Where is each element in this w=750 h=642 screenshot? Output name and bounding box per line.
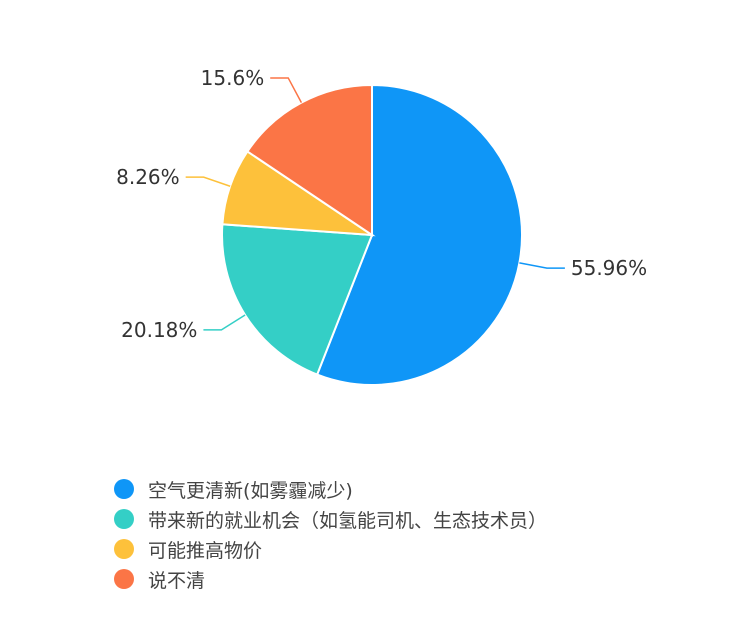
leader-line-3 [270,77,303,104]
pie-slice-3[interactable] [246,83,373,237]
legend-dot-0 [114,479,134,499]
data-label-2: 8.26% [116,165,180,189]
leader-line-2 [185,176,231,187]
legend-item[interactable]: 说不清 [114,564,547,594]
legend-label: 空气更清新(如雾霾减少) [148,479,353,502]
legend-item[interactable]: 可能推高物价 [114,534,547,564]
pie-slice-1[interactable] [221,223,374,376]
legend-item[interactable]: 空气更清新(如雾霾减少) [114,474,547,504]
legend-label: 说不清 [148,569,206,592]
legend-dot-3 [114,569,134,589]
legend-item[interactable]: 带来新的就业机会（如氢能司机、生态技术员） [114,504,547,534]
data-label-0: 55.96% [571,256,647,280]
pie-chart: 55.96% 20.18% 8.26% 15.6% [116,66,647,386]
legend-dot-1 [114,509,134,529]
data-label-1: 20.18% [121,318,197,342]
pie-slice-0[interactable] [315,83,523,386]
legend-label: 可能推高物价 [148,539,263,562]
legend: 空气更清新(如雾霾减少) 带来新的就业机会（如氢能司机、生态技术员） 可能推高物… [114,474,547,594]
legend-label: 带来新的就业机会（如氢能司机、生态技术员） [148,509,548,532]
leader-line-0 [519,262,565,269]
legend-dot-2 [114,539,134,559]
leader-line-1 [203,314,246,331]
data-label-3: 15.6% [201,66,265,90]
